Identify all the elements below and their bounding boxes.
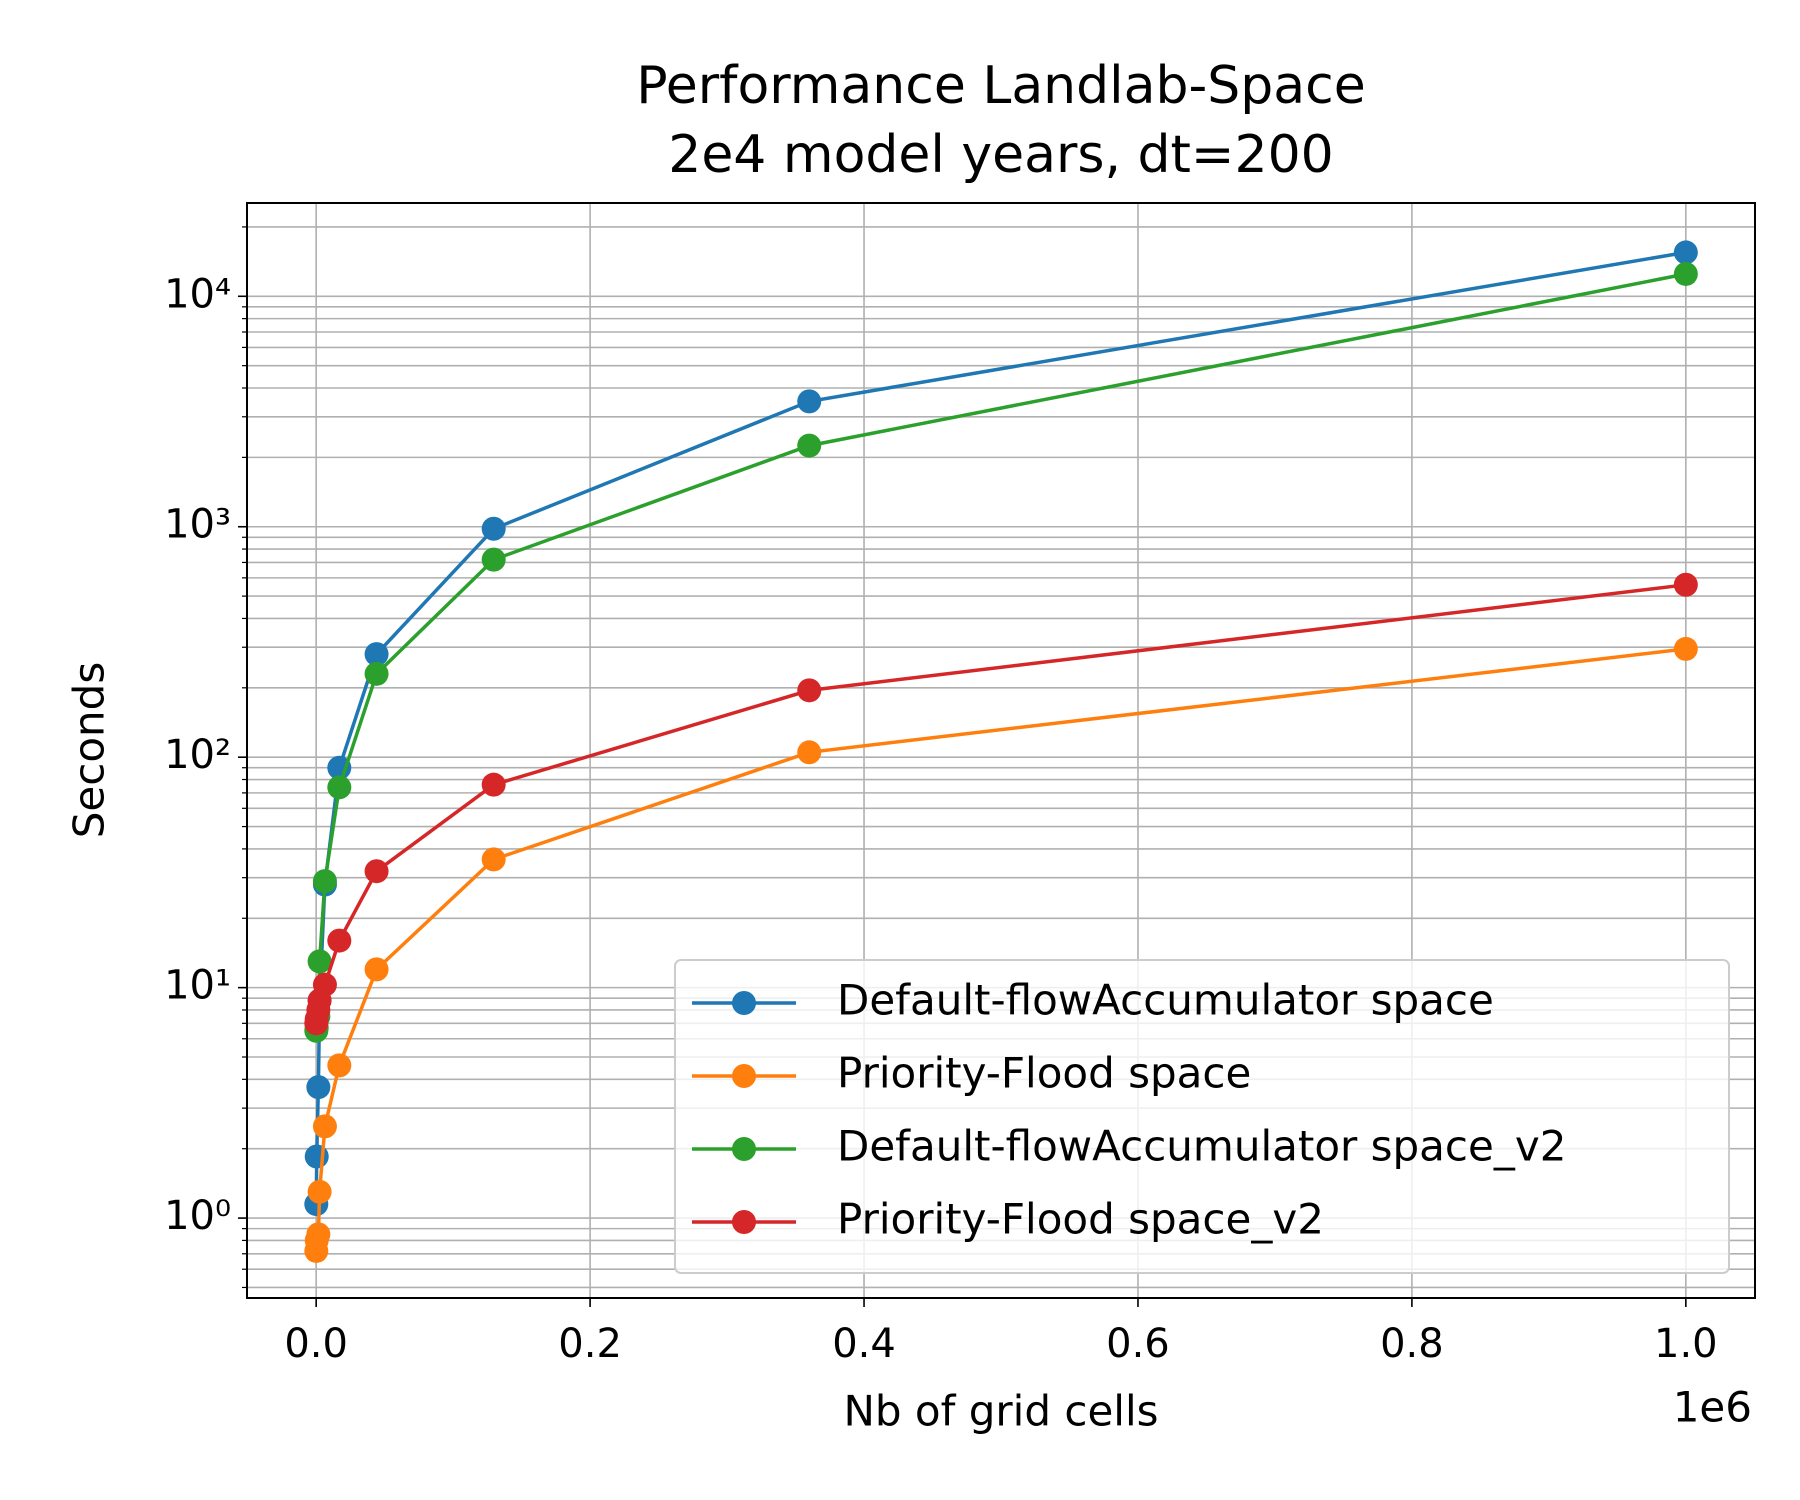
data-point [1673,240,1698,265]
data-point [307,1179,332,1204]
data-point [364,957,389,982]
data-point [481,772,506,797]
y-tick-label: 10² [164,732,231,778]
data-point [364,642,389,667]
x-tick-label: 0.8 [1380,1321,1444,1367]
legend-marker [732,1137,756,1161]
legend-label: Default-flowAccumulator space_v2 [837,1122,1566,1171]
data-point [312,869,337,894]
y-tick-label: 10³ [164,502,231,548]
data-point [307,949,332,974]
data-point [327,1053,352,1078]
x-tick-label: 0.0 [284,1321,348,1367]
chart-subtitle: 2e4 model years, dt=200 [668,125,1334,185]
data-point [306,1222,331,1247]
data-point [797,389,822,414]
legend-marker [732,991,756,1015]
series-line [314,583,1687,1024]
data-point [481,847,506,872]
data-point [304,1144,329,1169]
data-point [797,678,822,703]
legend-marker [732,1064,756,1088]
data-point [364,661,389,686]
x-tick-label: 0.4 [832,1321,896,1367]
data-point [327,928,352,953]
y-tick-label: 10⁰ [164,1193,231,1239]
legend-label: Default-flowAccumulator space [837,976,1494,1025]
legend-label: Priority-Flood space [837,1049,1251,1098]
legend-box [674,959,1730,1274]
data-point [327,775,352,800]
data-point [1673,636,1698,661]
x-axis-label: Nb of grid cells [843,1387,1158,1436]
data-point [306,1075,331,1100]
data-point [312,1114,337,1139]
data-point [797,433,822,458]
plot-frame [246,202,1756,1299]
data-point [797,740,822,765]
data-point [1673,261,1698,286]
y-tick-label: 10⁴ [164,271,231,317]
x-offset-label: 1e6 [1673,1383,1752,1432]
y-axis-label: Seconds [65,662,114,838]
x-tick-label: 1.0 [1654,1321,1718,1367]
x-tick-label: 0.2 [558,1321,622,1367]
x-tick-label: 0.6 [1106,1321,1170,1367]
legend-marker [732,1210,756,1234]
chart-title: Performance Landlab-Space [636,56,1365,116]
y-tick-label: 10¹ [164,963,231,1009]
data-point [312,972,337,997]
data-point [481,547,506,572]
data-point [481,516,506,541]
data-point [364,859,389,884]
data-point [1673,572,1698,597]
legend-label: Priority-Flood space_v2 [837,1195,1324,1244]
